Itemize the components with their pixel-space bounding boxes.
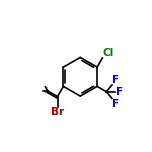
Text: F: F bbox=[116, 87, 123, 97]
Text: Br: Br bbox=[51, 107, 64, 117]
Text: F: F bbox=[112, 99, 119, 109]
Text: /: / bbox=[45, 87, 47, 93]
Text: F: F bbox=[112, 75, 119, 85]
Text: Cl: Cl bbox=[103, 48, 114, 58]
